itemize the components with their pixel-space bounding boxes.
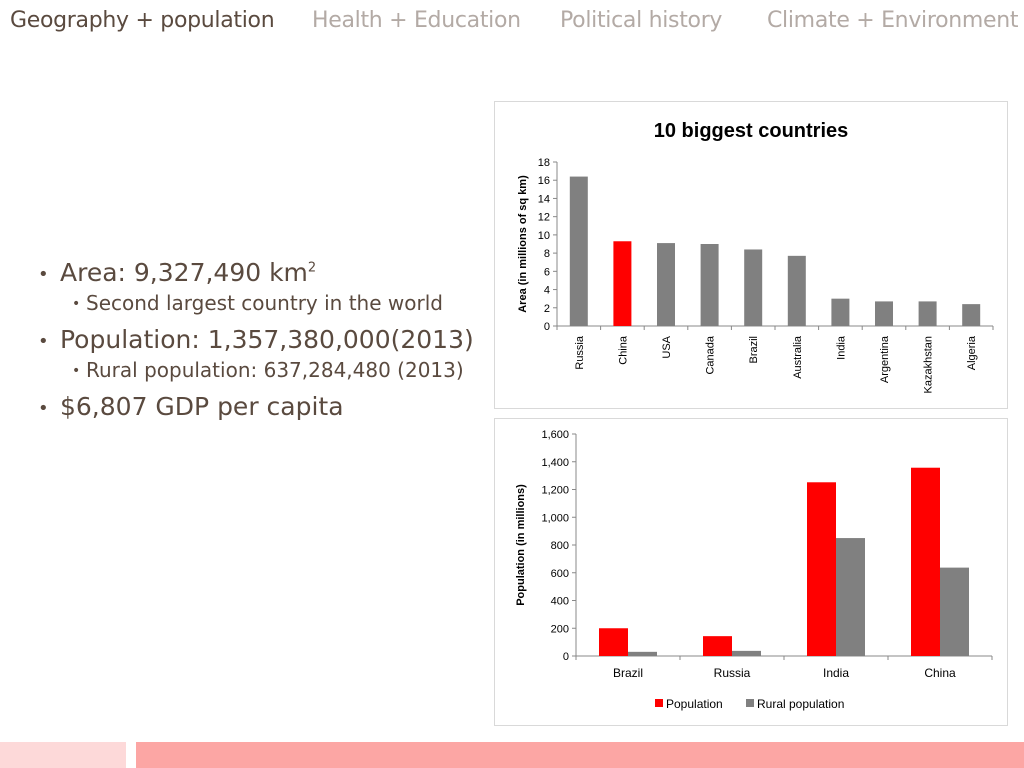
bar-rural-population-china	[940, 567, 969, 656]
bar-kazakhstan	[918, 301, 937, 326]
tab-health-education[interactable]: Health + Education	[312, 8, 521, 33]
y-tick-label: 1,000	[541, 512, 569, 524]
bar-population-russia	[703, 636, 732, 656]
area-text: Area: 9,327,490 km	[60, 258, 308, 287]
bar-china	[613, 241, 632, 326]
y-tick-label: 0	[563, 651, 569, 663]
y-tick-label: 14	[538, 193, 550, 205]
bar-population-india	[807, 482, 836, 656]
tab-political-history[interactable]: Political history	[560, 8, 723, 33]
x-tick-label: Canada	[705, 335, 717, 374]
footer-bar-light	[0, 742, 126, 768]
x-tick-label: China	[617, 335, 629, 365]
bullet-area-rank: Second largest country in the world	[72, 291, 488, 317]
x-tick-label: Argentina	[879, 335, 891, 383]
y-tick-label: 6	[544, 266, 550, 278]
area-unit-superscript: 2	[307, 260, 317, 276]
population-chart: Population (in millions) 0 200 400 600 800 1,0…	[494, 418, 1008, 726]
y-tick-label: 12	[538, 212, 550, 224]
area-chart-svg: 10 biggest countries Area (in millions of…	[517, 120, 994, 393]
legend-label-rural-population: Rural population	[757, 697, 844, 711]
bullet-area: Area: 9,327,490 km2	[38, 258, 488, 292]
y-tick-label: 4	[544, 285, 550, 297]
y-tick-label: 600	[551, 568, 569, 580]
bullet-gdp: $6,807 GDP per capita	[38, 392, 488, 426]
bar-russia	[569, 176, 588, 326]
bar-rural-population-india	[836, 538, 865, 656]
bar-rural-population-russia	[732, 650, 761, 656]
area-chart: 10 biggest countries Area (in millions of…	[494, 101, 1008, 409]
legend-swatch-population	[655, 699, 663, 707]
bar-usa	[657, 243, 675, 326]
y-tick-label: 8	[544, 248, 550, 260]
y-tick-label: 0	[544, 321, 550, 333]
x-tick-label: USA	[661, 335, 673, 358]
chart-title: 10 biggest countries	[654, 120, 849, 142]
bar-canada	[700, 244, 719, 326]
legend-label-population: Population	[666, 697, 723, 711]
bar-population-china	[911, 467, 940, 656]
bar-india	[831, 298, 850, 326]
y-tick-label: 2	[544, 303, 550, 315]
bar-argentina	[875, 301, 893, 326]
y-tick-label: 1,200	[541, 485, 569, 497]
y-tick-label: 18	[538, 157, 550, 169]
x-tick-label: Russia	[714, 666, 751, 680]
y-tick-label: 200	[551, 623, 569, 635]
bullet-rural-population: Rural population: 637,284,480 (2013)	[72, 358, 488, 384]
y-tick-label: 1,400	[541, 457, 569, 469]
bar-brazil	[744, 249, 763, 326]
x-tick-label: Russia	[574, 335, 586, 370]
tab-climate-environment[interactable]: Climate + Environment	[767, 8, 1019, 33]
x-tick-label: Algeria	[966, 335, 978, 370]
population-chart-svg: Population (in millions) 0 200 400 600 800 1,0…	[515, 429, 993, 711]
footer-bar-dark	[136, 742, 1024, 768]
tab-geography-population[interactable]: Geography + population	[10, 8, 275, 33]
y-tick-label: 16	[538, 175, 550, 187]
x-tick-label: Brazil	[748, 336, 760, 364]
facts-list: Area: 9,327,490 km2 Second largest count…	[38, 258, 488, 426]
y-tick-label: 10	[538, 230, 550, 242]
x-tick-label: India	[835, 335, 847, 360]
x-tick-label: China	[924, 666, 956, 680]
bar-australia	[787, 255, 806, 326]
bullet-population: Population: 1,357,380,000(2013)	[38, 325, 488, 359]
top-navigation-tabs: Geography + population Health + Educatio…	[10, 8, 1024, 40]
bar-rural-population-brazil	[628, 651, 657, 656]
x-tick-label: Brazil	[613, 666, 643, 680]
legend-swatch-rural-population	[746, 699, 754, 707]
x-tick-label: Australia	[792, 335, 804, 379]
bar-population-brazil	[599, 628, 628, 656]
y-axis-label: Area (in millions of sq km)	[517, 175, 529, 313]
y-tick-label: 400	[551, 596, 569, 608]
x-tick-label: India	[823, 666, 849, 680]
x-tick-label: Kazakhstan	[923, 336, 935, 393]
bar-algeria	[962, 304, 981, 326]
y-axis-label: Population (in millions)	[515, 484, 527, 606]
y-tick-label: 1,600	[541, 429, 569, 441]
y-tick-label: 800	[551, 540, 569, 552]
